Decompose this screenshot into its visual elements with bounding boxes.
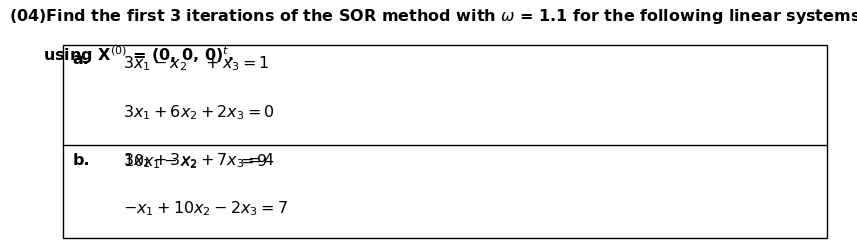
Text: b.: b. [73, 153, 91, 167]
Text: $-x_1 + 10x_2 - 2x_3 = 7$: $-x_1 + 10x_2 - 2x_3 = 7$ [123, 200, 287, 218]
Text: $10x_1 - x_2 \qquad\;\; = 9$: $10x_1 - x_2 \qquad\;\; = 9$ [123, 153, 267, 171]
Text: $3x_1 - x_2 \quad +x_3 = 1$: $3x_1 - x_2 \quad +x_3 = 1$ [123, 55, 269, 73]
Text: using $\mathbf{X}^{(0)}$ = (0, 0, 0)$^t$.: using $\mathbf{X}^{(0)}$ = (0, 0, 0)$^t$… [43, 45, 234, 66]
Text: $\qquad\quad -2x_2 + 10x_3 = 6$: $\qquad\quad -2x_2 + 10x_3 = 6$ [123, 247, 304, 248]
Text: (04)Find the first 3 iterations of the SOR method with $\omega$ = 1.1 for the fo: (04)Find the first 3 iterations of the S… [9, 7, 857, 27]
Text: a.: a. [73, 52, 90, 67]
Bar [63, 45, 827, 238]
Text: $3x_1 + 6x_2 + 2x_3 = 0$: $3x_1 + 6x_2 + 2x_3 = 0$ [123, 103, 274, 122]
Text: $3x_1 + 3x_2 + 7x_3 = 4$: $3x_1 + 3x_2 + 7x_3 = 4$ [123, 151, 274, 170]
